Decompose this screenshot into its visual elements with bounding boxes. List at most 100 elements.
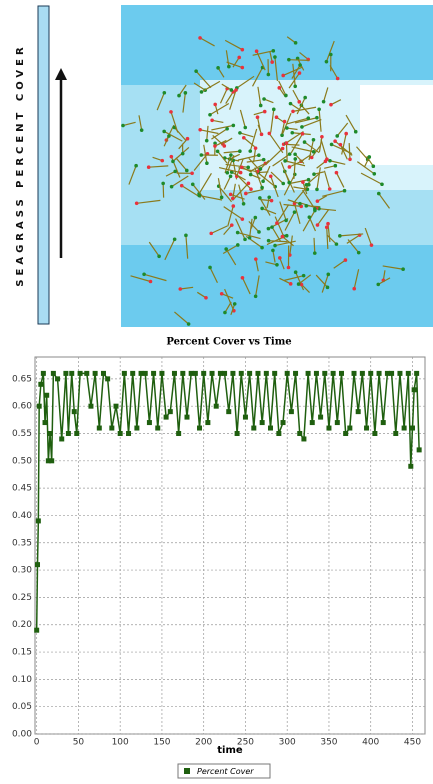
shoot-tip xyxy=(261,179,265,183)
shoot-tip xyxy=(312,172,316,176)
shoot-tip xyxy=(246,166,250,170)
point xyxy=(272,371,277,376)
shoot-tip xyxy=(242,202,246,206)
point xyxy=(66,431,71,436)
shoot-tip xyxy=(380,182,384,186)
shoot-tip xyxy=(222,144,226,148)
shoot-tip xyxy=(326,273,330,277)
shoot-tip xyxy=(241,276,245,280)
shoot-tip xyxy=(142,273,146,277)
point xyxy=(281,420,286,425)
point xyxy=(414,371,419,376)
shoot-tip xyxy=(187,322,191,326)
y-tick-label: 0.35 xyxy=(12,538,32,548)
point xyxy=(51,371,56,376)
shoot xyxy=(314,238,315,253)
point xyxy=(210,371,215,376)
shoot-tip xyxy=(294,270,298,274)
shoot-tip xyxy=(287,266,291,270)
shoot-tip xyxy=(367,155,371,159)
shoot-tip xyxy=(271,49,275,53)
shoot-tip xyxy=(232,124,236,128)
point xyxy=(44,393,49,398)
point xyxy=(84,371,89,376)
shoot-tip xyxy=(205,139,209,143)
shoot-tip xyxy=(184,91,188,95)
shoot-tip xyxy=(303,96,307,100)
point xyxy=(205,420,210,425)
shoot-tip xyxy=(272,108,276,112)
point xyxy=(260,420,265,425)
shoot-tip xyxy=(275,115,279,119)
point xyxy=(93,371,98,376)
shoot-tip xyxy=(216,66,220,70)
shoot-tip xyxy=(205,161,209,165)
shoot-tip xyxy=(317,107,321,111)
point xyxy=(134,426,139,431)
point xyxy=(360,371,365,376)
shoot xyxy=(289,60,309,61)
shoot-tip xyxy=(267,239,271,243)
shoot-tip xyxy=(285,234,289,238)
point xyxy=(408,464,413,469)
shoot xyxy=(349,143,350,159)
shoot-tip xyxy=(288,152,292,156)
point xyxy=(105,376,110,381)
shoot-tip xyxy=(372,164,376,168)
y-tick-label: 0.10 xyxy=(12,675,32,685)
shoot-tip xyxy=(320,135,324,139)
point xyxy=(397,371,402,376)
point xyxy=(339,371,344,376)
point xyxy=(41,371,46,376)
shoot-tip xyxy=(288,165,292,169)
x-tick-label: 450 xyxy=(404,738,421,748)
point xyxy=(306,371,311,376)
shoot-tip xyxy=(161,182,165,186)
x-tick-label: 50 xyxy=(73,738,85,748)
shoot-tip xyxy=(277,86,281,90)
shoot-tip xyxy=(281,147,285,151)
shoot-tip xyxy=(177,94,181,98)
shoot-tip xyxy=(336,77,340,81)
point xyxy=(314,371,319,376)
shoot-tip xyxy=(242,136,246,140)
y-tick-label: 0.65 xyxy=(12,374,32,384)
point xyxy=(155,426,160,431)
shoot-tip xyxy=(255,49,259,53)
shoot-tip xyxy=(322,100,326,104)
shoot-tip xyxy=(270,199,274,203)
shoot-tip xyxy=(244,192,248,196)
shoot-tip xyxy=(354,130,358,134)
shoot-tip xyxy=(216,149,220,153)
point xyxy=(322,371,327,376)
shoot-tip xyxy=(236,231,240,235)
point xyxy=(368,371,373,376)
shoot-tip xyxy=(121,124,125,128)
shoot-tip xyxy=(344,132,348,136)
shoot-tip xyxy=(241,48,245,52)
shoot-tip xyxy=(198,128,202,132)
point xyxy=(352,371,357,376)
shoot-tip xyxy=(263,110,267,114)
point xyxy=(297,431,302,436)
shoot-tip xyxy=(147,165,151,169)
shoot-tip xyxy=(213,144,217,148)
shoot-tip xyxy=(260,246,264,250)
point xyxy=(109,426,114,431)
point xyxy=(377,371,382,376)
point xyxy=(164,415,169,420)
point xyxy=(410,426,415,431)
point xyxy=(59,436,64,441)
shoot-tip xyxy=(184,234,188,238)
point xyxy=(335,420,340,425)
point xyxy=(43,420,48,425)
point xyxy=(101,371,106,376)
point xyxy=(184,415,189,420)
shoot-tip xyxy=(328,187,332,191)
shoot-tip xyxy=(262,158,266,162)
shoot-tip xyxy=(224,247,228,251)
point xyxy=(235,431,240,436)
shoot-tip xyxy=(267,73,271,77)
shoot-tip xyxy=(239,171,243,175)
shoot-tip xyxy=(281,235,285,239)
